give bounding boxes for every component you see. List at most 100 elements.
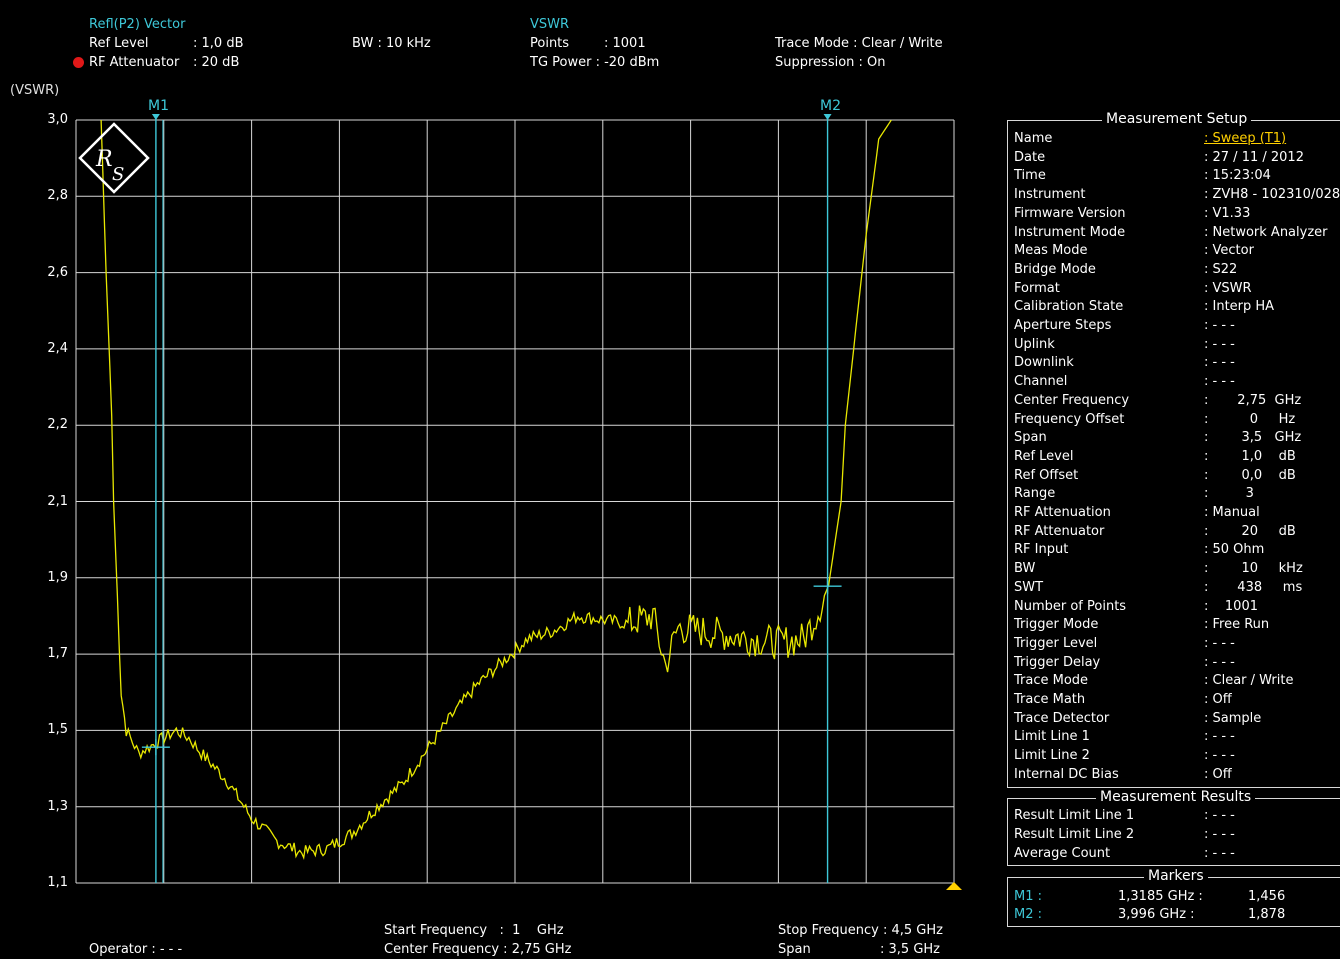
y-tick-label: 1,7 xyxy=(47,646,68,662)
setup-row: Frequency Offset: 0 Hz xyxy=(1014,411,1295,429)
setup-row-label: BW xyxy=(1014,561,1036,577)
setup-row: Name : Sweep (T1) xyxy=(1014,130,1286,148)
setup-row-label: Trigger Level xyxy=(1014,635,1098,651)
y-tick-label: 1,5 xyxy=(47,722,68,738)
setup-row-value: : - - - xyxy=(1204,318,1235,333)
setup-row-value: : V1.33 xyxy=(1204,205,1251,221)
result-row-value: : - - - xyxy=(1204,846,1235,861)
marker-row-value: 1,456 xyxy=(1248,889,1286,904)
setup-row-value: : - - - xyxy=(1204,748,1235,764)
marker-m1-label[interactable]: M1 xyxy=(148,98,169,114)
setup-row: Channel: - - - xyxy=(1014,373,1235,391)
setup-row-label: Span xyxy=(1014,430,1047,446)
setup-row-label: Frequency Offset xyxy=(1014,411,1125,427)
stop-frequency: Stop Frequency : 4,5 GHz xyxy=(778,923,943,938)
y-tick-label: 2,6 xyxy=(47,264,68,280)
setup-row-label: Date xyxy=(1014,149,1046,165)
marker-indicator-icon xyxy=(823,114,832,120)
y-tick-label: 3,0 xyxy=(47,112,68,127)
y-tick-label: 1,1 xyxy=(47,875,68,890)
y-axis-unit: (VSWR) xyxy=(10,83,60,98)
setup-row-label: RF Input xyxy=(1014,542,1069,558)
result-row-label: Average Count xyxy=(1014,846,1111,861)
y-tick-label: 2,2 xyxy=(47,417,68,433)
bandwidth: BW : 10 kHz xyxy=(352,36,431,51)
setup-row-label: Range xyxy=(1014,486,1056,502)
setup-row-label: Time xyxy=(1014,168,1046,184)
setup-row-value: : Manual xyxy=(1204,505,1260,520)
setup-row: Bridge Mode : S22 xyxy=(1014,261,1237,279)
setup-row-label: Ref Level xyxy=(1014,448,1074,464)
setup-row-value: : 2,75 GHz xyxy=(1204,392,1302,408)
setup-row: Format: VSWR xyxy=(1014,280,1252,298)
markers-title: Markers xyxy=(1144,868,1208,884)
setup-row-label: Instrument Mode xyxy=(1014,224,1126,240)
setup-row-value: : 15:23:04 xyxy=(1204,168,1271,184)
setup-row: Instrument: ZVH8 - 102310/028 xyxy=(1014,186,1340,204)
setup-row-label: Downlink xyxy=(1014,355,1074,371)
setup-row: Range : 3 xyxy=(1014,485,1254,503)
result-row-label: Result Limit Line 2 xyxy=(1014,827,1135,842)
setup-row: Span : 3,5 GHz xyxy=(1014,429,1301,447)
setup-row-value[interactable]: : Sweep (T1) xyxy=(1204,131,1287,146)
setup-row-label: Calibration State xyxy=(1014,299,1124,315)
setup-row-value: : 10 kHz xyxy=(1204,561,1303,577)
measurement-setup-title: Measurement Setup xyxy=(1102,111,1252,127)
result-row-value: : - - - xyxy=(1204,808,1235,823)
rf-att-value: : 20 dB xyxy=(193,55,240,70)
setup-row: Downlink: - - - xyxy=(1014,354,1235,372)
setup-row-value: : Off xyxy=(1204,766,1232,782)
setup-row-label: Bridge Mode xyxy=(1014,261,1096,277)
measurement-setup-panel: Measurement Setup Name : Sweep (T1) Date : … xyxy=(1007,111,1340,788)
result-row-value: : - - - xyxy=(1204,827,1235,842)
setup-row: Trigger Mode: Free Run xyxy=(1014,616,1269,634)
trace-name: Refl(P2) Vector xyxy=(89,17,186,32)
setup-row-value: : 27 / 11 / 2012 xyxy=(1204,149,1304,165)
setup-row: Trace Mode : Clear / Write xyxy=(1014,672,1293,690)
setup-row-value: : - - - xyxy=(1204,374,1235,390)
setup-row-value: : 1001 xyxy=(1204,598,1258,614)
setup-row-label: Center Frequency xyxy=(1014,392,1130,408)
setup-row-label: Name xyxy=(1014,131,1053,146)
tg-power: TG Power : -20 dBm xyxy=(530,55,660,70)
setup-row: Meas Mode: Vector xyxy=(1014,242,1254,260)
setup-row-label: Trigger Mode xyxy=(1014,617,1099,633)
setup-row-value: : ZVH8 - 102310/028 xyxy=(1204,187,1340,203)
setup-row: Center Frequency : 2,75 GHz xyxy=(1014,392,1301,410)
setup-row-value: : Vector xyxy=(1204,243,1254,259)
setup-row-label: Trace Mode xyxy=(1014,673,1089,689)
setup-row: Ref Level: 1,0 dB xyxy=(1014,448,1296,466)
marker-m2-label[interactable]: M2 xyxy=(820,98,841,114)
center-frequency: Center Frequency : 2,75 GHz xyxy=(384,942,572,957)
setup-row: Aperture Steps: - - - xyxy=(1014,317,1235,335)
y-tick-label: 2,8 xyxy=(47,188,68,204)
setup-row-label: Limit Line 2 xyxy=(1014,748,1090,764)
setup-row: Trigger Level : - - - xyxy=(1014,635,1235,653)
setup-row-value: : 3 xyxy=(1204,486,1254,502)
setup-row-label: RF Attenuator xyxy=(1014,523,1105,539)
setup-row-label: Format xyxy=(1014,280,1060,296)
result-row: Result Limit Line 1: - - - xyxy=(1014,807,1235,825)
rf-warning-icon xyxy=(73,57,84,68)
setup-row: RF Attenuation: Manual xyxy=(1014,504,1260,522)
setup-row-value: : - - - xyxy=(1204,635,1235,651)
trace-line xyxy=(100,120,892,861)
marker-row[interactable]: M1 : 1,3185 GHz : 1,456 xyxy=(1014,888,1285,906)
setup-row-label: Ref Offset xyxy=(1014,467,1079,483)
sweep-indicator-icon xyxy=(946,882,962,890)
setup-row-label: Number of Points xyxy=(1014,598,1127,614)
setup-row-value: : Network Analyzer xyxy=(1204,224,1328,240)
rs-logo-icon xyxy=(78,122,150,194)
setup-row-label: Trace Math xyxy=(1014,692,1086,707)
operator: Operator : - - - xyxy=(89,942,183,957)
y-tick-label: 1,3 xyxy=(47,798,68,814)
setup-row: RF Attenuator: 20 dB xyxy=(1014,523,1296,541)
result-row: Average Count : - - - xyxy=(1014,845,1235,863)
setup-row-value: : Clear / Write xyxy=(1204,673,1294,689)
setup-row-value: : S22 xyxy=(1204,261,1238,277)
marker-row[interactable]: M2 : 3,996 GHz : 1,878 xyxy=(1014,906,1285,924)
setup-row-value: : 3,5 GHz xyxy=(1204,430,1302,446)
setup-row-label: Internal DC Bias xyxy=(1014,766,1119,782)
rs-logo-letter-r: R xyxy=(95,147,113,172)
